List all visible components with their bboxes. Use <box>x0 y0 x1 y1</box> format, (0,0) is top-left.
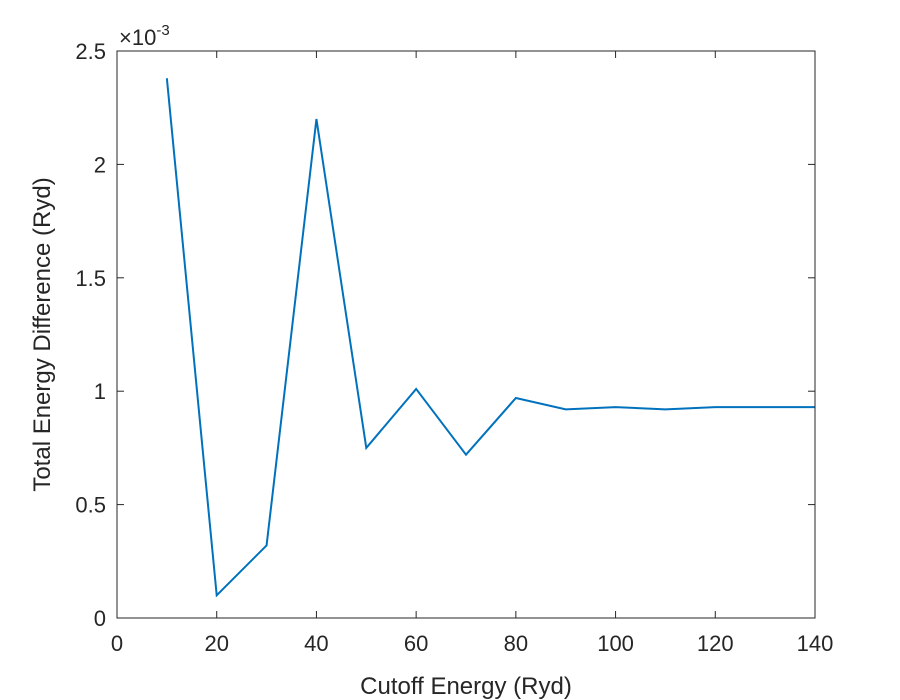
y-tick-label: 1.5 <box>75 266 106 291</box>
y-tick-label: 2.5 <box>75 39 106 64</box>
y-tick-label: 0 <box>94 606 106 631</box>
x-tick-label: 120 <box>697 631 734 656</box>
x-tick-labels: 0 20 40 60 80 100 120 140 <box>111 631 833 656</box>
plot-area <box>117 51 815 618</box>
y-exponent-base: ×10 <box>119 25 156 50</box>
series-line <box>165 78 815 598</box>
x-tick-label: 60 <box>404 631 428 656</box>
x-tick-label: 20 <box>204 631 228 656</box>
x-tick-label: 80 <box>504 631 528 656</box>
y-exponent-power: -3 <box>156 22 169 39</box>
y-tick-label: 1 <box>94 379 106 404</box>
x-tick-label: 40 <box>304 631 328 656</box>
x-tick-label: 100 <box>597 631 634 656</box>
x-tick-label: 0 <box>111 631 123 656</box>
y-axis-label: Total Energy Difference (Ryd) <box>29 177 56 491</box>
y-tick-labels: 0 0.5 1 1.5 2 2.5 <box>75 39 106 631</box>
y-tick-label: 0.5 <box>75 493 106 518</box>
y-tick-label: 2 <box>94 152 106 177</box>
y-exponent-label: ×10-3 <box>119 22 170 50</box>
x-tick-label: 140 <box>797 631 834 656</box>
axes-box <box>116 50 816 619</box>
x-axis-label: Cutoff Energy (Ryd) <box>360 673 572 700</box>
